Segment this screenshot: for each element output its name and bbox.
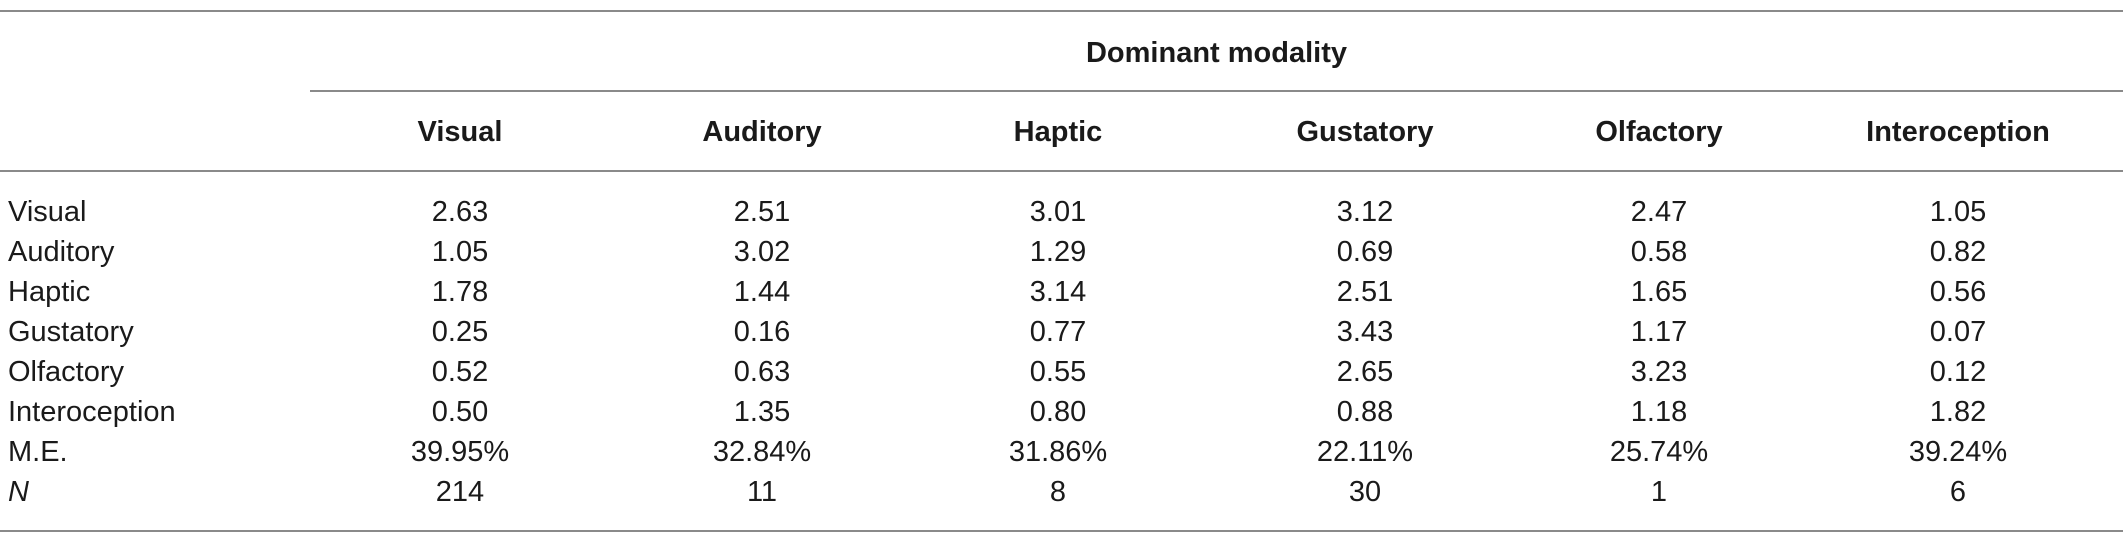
table-cell: 0.82 bbox=[1929, 236, 1987, 268]
table-cell: 3.23 bbox=[1630, 356, 1688, 388]
column-header-olfactory: Olfactory bbox=[1595, 116, 1723, 148]
table-cell: 3.12 bbox=[1336, 196, 1394, 228]
table-cell: 32.84% bbox=[712, 436, 812, 468]
table-row: Haptic 1.78 1.44 3.14 2.51 1.65 0.56 bbox=[0, 272, 2123, 312]
table-row: Visual 2.63 2.51 3.01 3.12 2.47 1.05 bbox=[0, 192, 2123, 232]
table-cell: 0.50 bbox=[431, 396, 489, 428]
table-cell: 30 bbox=[1348, 476, 1382, 508]
table-cell: 214 bbox=[435, 476, 485, 508]
top-rule bbox=[0, 10, 2123, 12]
table-cell: 1.18 bbox=[1630, 396, 1688, 428]
row-label: Interoception bbox=[8, 396, 176, 428]
column-header-gustatory: Gustatory bbox=[1296, 116, 1434, 148]
table-cell: 1.44 bbox=[733, 276, 791, 308]
table-row: Auditory 1.05 3.02 1.29 0.69 0.58 0.82 bbox=[0, 232, 2123, 272]
table-cell: 39.24% bbox=[1908, 436, 2008, 468]
table-cell: 0.58 bbox=[1630, 236, 1688, 268]
bottom-rule bbox=[0, 530, 2123, 532]
table-cell: 3.43 bbox=[1336, 316, 1394, 348]
group-header-rule bbox=[310, 90, 2123, 92]
table-cell: 0.69 bbox=[1336, 236, 1394, 268]
row-label: N bbox=[8, 476, 29, 508]
table-cell: 2.65 bbox=[1336, 356, 1394, 388]
table-cell: 3.02 bbox=[733, 236, 791, 268]
table-cell: 0.07 bbox=[1929, 316, 1987, 348]
row-label: Visual bbox=[8, 196, 87, 228]
table-cell: 0.80 bbox=[1029, 396, 1087, 428]
table-cell: 1.05 bbox=[1929, 196, 1987, 228]
table-cell: 3.01 bbox=[1029, 196, 1087, 228]
table-cell: 1.35 bbox=[733, 396, 791, 428]
table-cell: 3.14 bbox=[1029, 276, 1087, 308]
table-cell: 25.74% bbox=[1609, 436, 1709, 468]
table-row: Olfactory 0.52 0.63 0.55 2.65 3.23 0.12 bbox=[0, 352, 2123, 392]
table-cell: 1.17 bbox=[1630, 316, 1688, 348]
table-cell: 1 bbox=[1650, 476, 1668, 508]
table-cell: 1.82 bbox=[1929, 396, 1987, 428]
table-cell: 0.88 bbox=[1336, 396, 1394, 428]
group-header-dominant-modality: Dominant modality bbox=[1085, 37, 1347, 69]
table-row-n: N 214 11 8 30 1 6 bbox=[0, 472, 2123, 512]
table-cell: 1.29 bbox=[1029, 236, 1087, 268]
table-cell: 2.47 bbox=[1630, 196, 1688, 228]
table-row: Interoception 0.50 1.35 0.80 0.88 1.18 1… bbox=[0, 392, 2123, 432]
column-header-interoception: Interoception bbox=[1866, 116, 2050, 148]
table-cell: 2.63 bbox=[431, 196, 489, 228]
header-rule bbox=[0, 170, 2123, 172]
row-label: Auditory bbox=[8, 236, 115, 268]
row-label: Gustatory bbox=[8, 316, 134, 348]
row-label: Olfactory bbox=[8, 356, 125, 388]
table-cell: 0.12 bbox=[1929, 356, 1987, 388]
table-cell: 1.65 bbox=[1630, 276, 1688, 308]
table-cell: 2.51 bbox=[733, 196, 791, 228]
table-cell: 6 bbox=[1949, 476, 1967, 508]
column-header-haptic: Haptic bbox=[1013, 116, 1103, 148]
table-cell: 39.95% bbox=[410, 436, 510, 468]
table-cell: 1.05 bbox=[431, 236, 489, 268]
table-cell: 31.86% bbox=[1008, 436, 1108, 468]
table-cell: 0.25 bbox=[431, 316, 489, 348]
row-label: M.E. bbox=[8, 436, 68, 468]
table-cell: 11 bbox=[746, 476, 778, 508]
table-cell: 22.11% bbox=[1316, 436, 1414, 468]
column-header-visual: Visual bbox=[417, 116, 503, 148]
table-cell: 0.52 bbox=[431, 356, 489, 388]
row-label: Haptic bbox=[8, 276, 91, 308]
table-cell: 0.63 bbox=[733, 356, 791, 388]
table-cell: 0.77 bbox=[1029, 316, 1087, 348]
table-cell: 8 bbox=[1049, 476, 1067, 508]
table-cell: 0.16 bbox=[733, 316, 791, 348]
table-cell: 0.56 bbox=[1929, 276, 1987, 308]
table-cell: 2.51 bbox=[1336, 276, 1394, 308]
table-cell: 0.55 bbox=[1029, 356, 1087, 388]
table-cell: 1.78 bbox=[431, 276, 489, 308]
column-header-auditory: Auditory bbox=[702, 116, 822, 148]
table-row-me: M.E. 39.95% 32.84% 31.86% 22.11% 25.74% … bbox=[0, 432, 2123, 472]
table-row: Gustatory 0.25 0.16 0.77 3.43 1.17 0.07 bbox=[0, 312, 2123, 352]
